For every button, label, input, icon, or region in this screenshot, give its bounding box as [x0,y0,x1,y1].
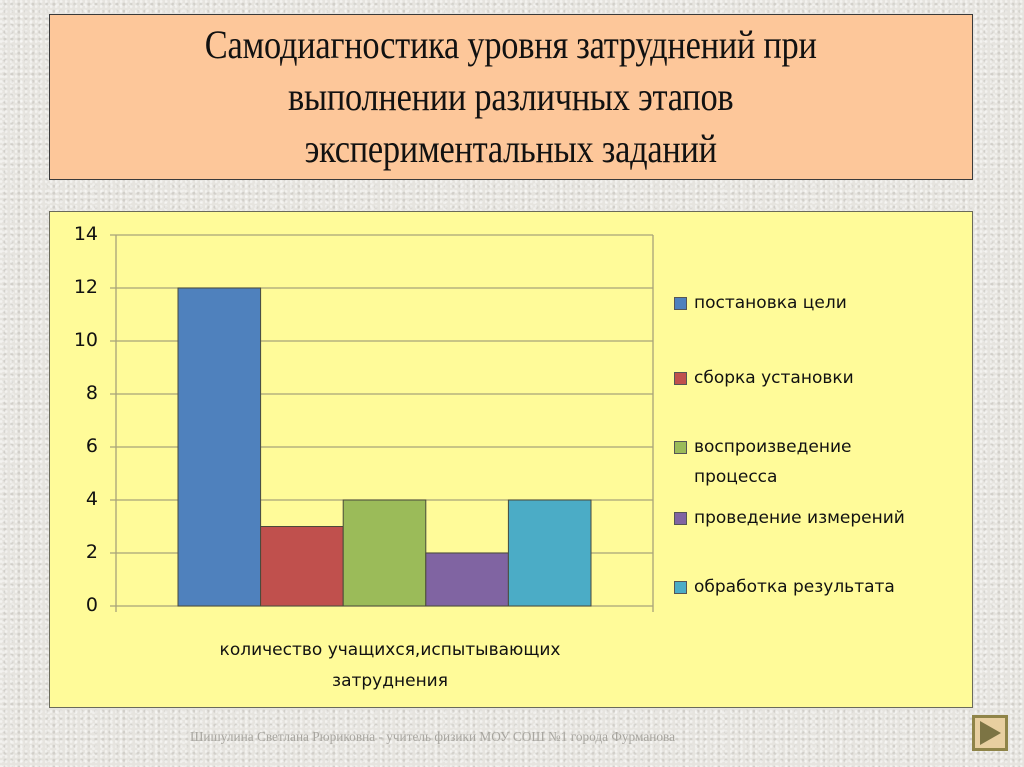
y-tick-label: 14 [73,223,98,245]
bar-4 [425,552,509,607]
slide-title-box: Самодиагностика уровня затруднений при в… [49,14,973,180]
chart-area: 0 2 4 6 8 10 12 14 количество учащихся,испытыва… [49,211,973,708]
x-axis-category-label: количество учащихся,испытывающих затрудн… [219,640,561,691]
bar-plot [110,234,654,612]
y-tick-label: 10 [73,329,98,351]
legend-item: обработка результата [674,572,964,602]
slide-title: Самодиагностика уровня затруднений при в… [205,22,817,171]
legend-swatch [674,297,687,310]
y-tick-label: 4 [85,488,98,510]
legend-swatch [674,372,687,385]
legend-label: постановка цели [694,293,847,313]
y-tick-label: 8 [85,382,98,404]
legend-label: проведение измерений [694,508,905,528]
legend-swatch [674,441,687,454]
y-tick-label: 6 [85,435,98,457]
legend-label: воспроизведение процесса [694,437,852,487]
play-triangle-icon [980,721,1001,745]
legend-label: сборка установки [694,368,854,388]
legend-label: обработка результата [694,577,895,597]
next-slide-button[interactable] [972,715,1008,751]
legend-item: воспроизведение процесса [674,432,874,492]
slide-footer-author: Шишулина Светлана Рюриковна - учитель фи… [190,730,676,745]
y-tick-label: 12 [73,276,98,298]
legend-swatch [674,512,687,525]
legend-item: постановка цели [674,288,964,318]
y-tick-label: 0 [85,594,98,616]
legend-item: проведение измерений [674,503,964,533]
bar-1 [177,287,262,607]
bar-5 [507,499,592,607]
legend-swatch [674,581,687,594]
bar-3 [342,499,427,607]
bar-2 [260,526,344,607]
legend-item: сборка установки [674,363,964,393]
y-tick-label: 2 [85,541,98,563]
